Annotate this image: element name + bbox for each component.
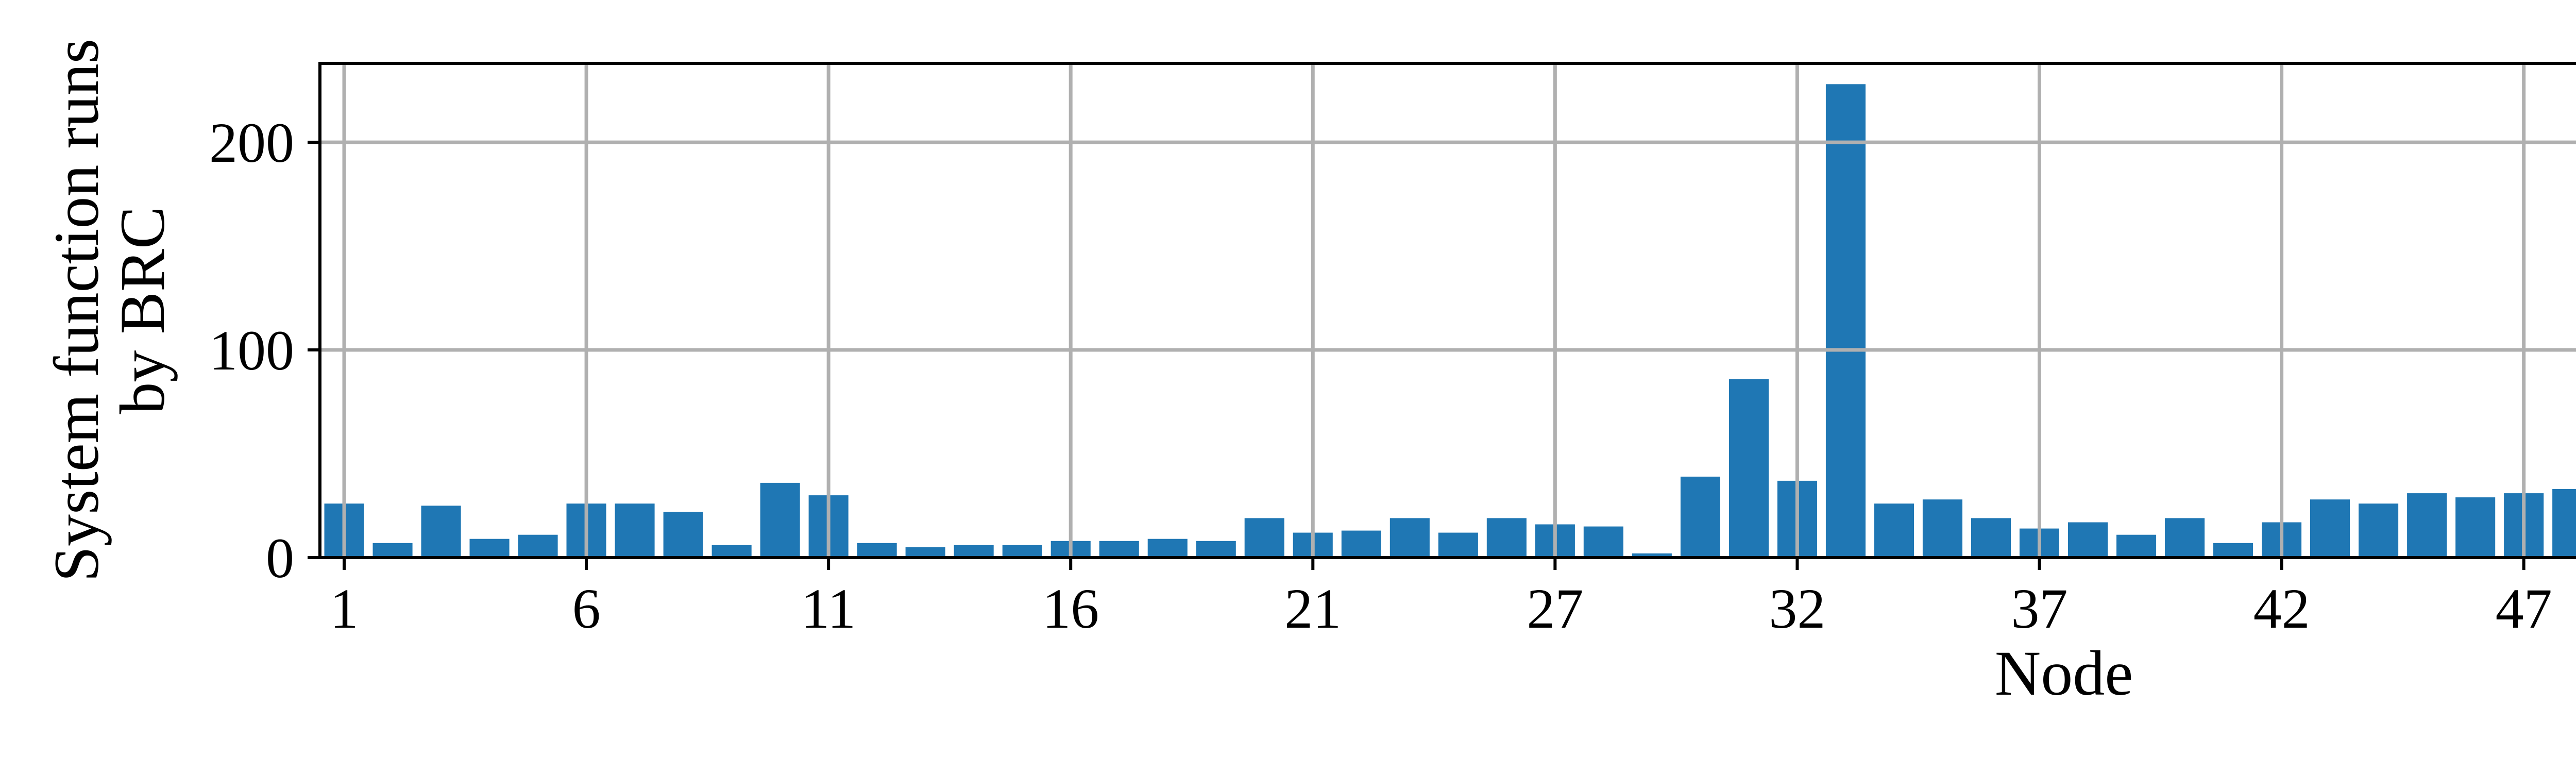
x-tick-label: 16 xyxy=(1042,577,1099,640)
bar xyxy=(760,482,800,558)
bar xyxy=(421,506,461,558)
bar xyxy=(1728,379,1769,558)
x-tick-label: 47 xyxy=(2496,577,2552,640)
bar xyxy=(1341,530,1381,558)
bar xyxy=(2213,543,2253,558)
bar xyxy=(615,503,655,558)
y-tick-label: 200 xyxy=(209,111,294,174)
bar xyxy=(2359,503,2399,558)
x-tick-label: 1 xyxy=(330,577,359,640)
y-axis-label-line1: System function runs xyxy=(41,39,112,582)
bar xyxy=(1002,545,1042,558)
x-tick-label: 37 xyxy=(2011,577,2067,640)
bar xyxy=(518,534,558,558)
bar xyxy=(2552,489,2576,558)
y-axis-label-line2: by BRC xyxy=(107,206,178,414)
bar xyxy=(1632,553,1672,558)
x-tick-label: 27 xyxy=(1527,577,1583,640)
bar xyxy=(1825,84,1866,558)
x-tick-label: 32 xyxy=(1769,577,1825,640)
bar xyxy=(2165,518,2205,558)
axes-spines xyxy=(318,62,2576,559)
bar xyxy=(663,512,703,558)
grid-layer xyxy=(320,63,2576,558)
ticks-layer xyxy=(308,141,2526,570)
bar xyxy=(2407,493,2447,558)
bar xyxy=(372,543,413,558)
bar xyxy=(954,545,994,558)
x-axis-label: Node xyxy=(1995,638,2133,709)
bar xyxy=(2068,522,2108,558)
bar xyxy=(1244,518,1284,558)
bar xyxy=(1874,503,1914,558)
bar xyxy=(905,547,945,558)
bar xyxy=(2455,497,2496,558)
bar xyxy=(2116,534,2157,558)
y-tick-label: 0 xyxy=(266,527,294,590)
x-tick-label: 6 xyxy=(572,577,601,640)
bars-layer xyxy=(324,84,2576,558)
bar xyxy=(1583,526,1623,558)
x-tick-label: 11 xyxy=(801,577,856,640)
bar xyxy=(1147,539,1188,558)
y-axis-label: System function runs by BRC xyxy=(41,39,178,582)
bar xyxy=(1438,532,1478,558)
bar xyxy=(1486,518,1527,558)
bar xyxy=(1971,518,2011,558)
bar xyxy=(1099,541,1139,558)
plot-border xyxy=(318,62,2576,559)
bar xyxy=(469,539,510,558)
bar xyxy=(1196,541,1236,558)
y-tick-label: 100 xyxy=(209,319,294,382)
tick-labels-layer: 16111621273237424752576268730100200 xyxy=(209,111,2552,640)
bar xyxy=(2310,499,2350,558)
x-tick-label: 42 xyxy=(2253,577,2310,640)
bar xyxy=(1922,499,1962,558)
bar xyxy=(711,545,752,558)
x-tick-label: 21 xyxy=(1284,577,1341,640)
bar xyxy=(1680,476,1720,558)
bar xyxy=(857,543,897,558)
bar xyxy=(1389,518,1430,558)
